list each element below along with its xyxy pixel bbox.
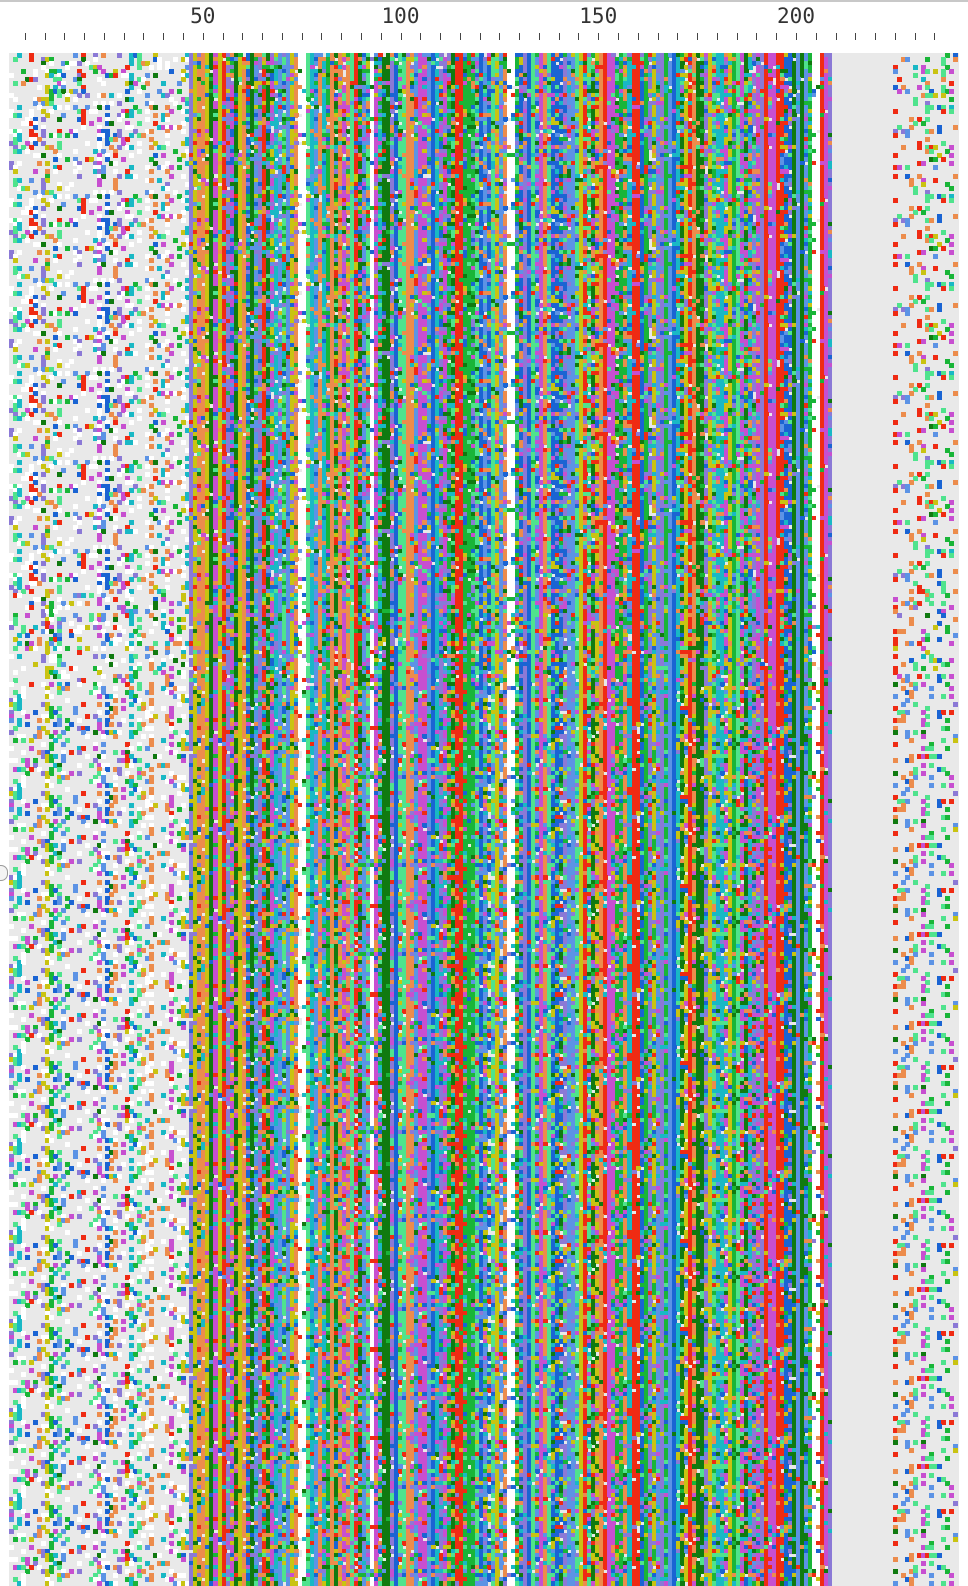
ruler-tick (262, 33, 263, 40)
ruler-tick (25, 33, 26, 40)
ruler-tick (598, 33, 599, 40)
ruler-tick (341, 33, 342, 40)
ruler-tick (84, 33, 85, 40)
ruler-tick (737, 33, 738, 40)
alignment-color-grid (9, 53, 959, 1586)
ruler-tick (401, 33, 402, 40)
ruler-label-150: 150 (579, 4, 618, 28)
ruler-tick (282, 33, 283, 40)
ruler-tick (934, 33, 935, 40)
ruler-tick (875, 33, 876, 40)
position-ruler: 50 100 150 200 (0, 0, 968, 53)
ruler-tick (440, 33, 441, 40)
ruler-tick (124, 33, 125, 40)
ruler-tick (163, 33, 164, 40)
resize-handle-icon[interactable] (0, 865, 8, 881)
ruler-tick (816, 33, 817, 40)
ruler-tick (480, 33, 481, 40)
ruler-tick (915, 33, 916, 40)
ruler-tick (302, 33, 303, 40)
ruler-tick (756, 33, 757, 40)
ruler-tick (183, 33, 184, 40)
ruler-tick (223, 33, 224, 40)
ruler-tick (895, 33, 896, 40)
ruler-tick (836, 33, 837, 40)
multiple-sequence-alignment-view[interactable] (9, 53, 959, 1586)
ruler-tick (677, 33, 678, 40)
ruler-tick (638, 33, 639, 40)
ruler-tick (460, 33, 461, 40)
ruler-tick (658, 33, 659, 40)
ruler-tick (361, 33, 362, 40)
ruler-tick (539, 33, 540, 40)
ruler-tick (519, 33, 520, 40)
ruler-tick (796, 33, 797, 40)
ruler-label-50: 50 (190, 4, 216, 28)
ruler-tick (559, 33, 560, 40)
ruler-tick (104, 33, 105, 40)
ruler-tick (717, 33, 718, 40)
ruler-tick (697, 33, 698, 40)
ruler-tick (64, 33, 65, 40)
ruler-tick (618, 33, 619, 40)
right-gutter (959, 53, 968, 1586)
ruler-tick (143, 33, 144, 40)
ruler-tick (321, 33, 322, 40)
ruler-tick (776, 33, 777, 40)
ruler-tick (242, 33, 243, 40)
ruler-tick (203, 33, 204, 40)
ruler-tick (45, 33, 46, 40)
left-gutter (0, 53, 9, 1586)
ruler-tick (578, 33, 579, 40)
ruler-label-100: 100 (381, 4, 420, 28)
ruler-top-border (0, 0, 968, 2)
ruler-tick (855, 33, 856, 40)
ruler-tick (499, 33, 500, 40)
ruler-label-200: 200 (777, 4, 815, 28)
ruler-tick (420, 33, 421, 40)
ruler-tick (381, 33, 382, 40)
